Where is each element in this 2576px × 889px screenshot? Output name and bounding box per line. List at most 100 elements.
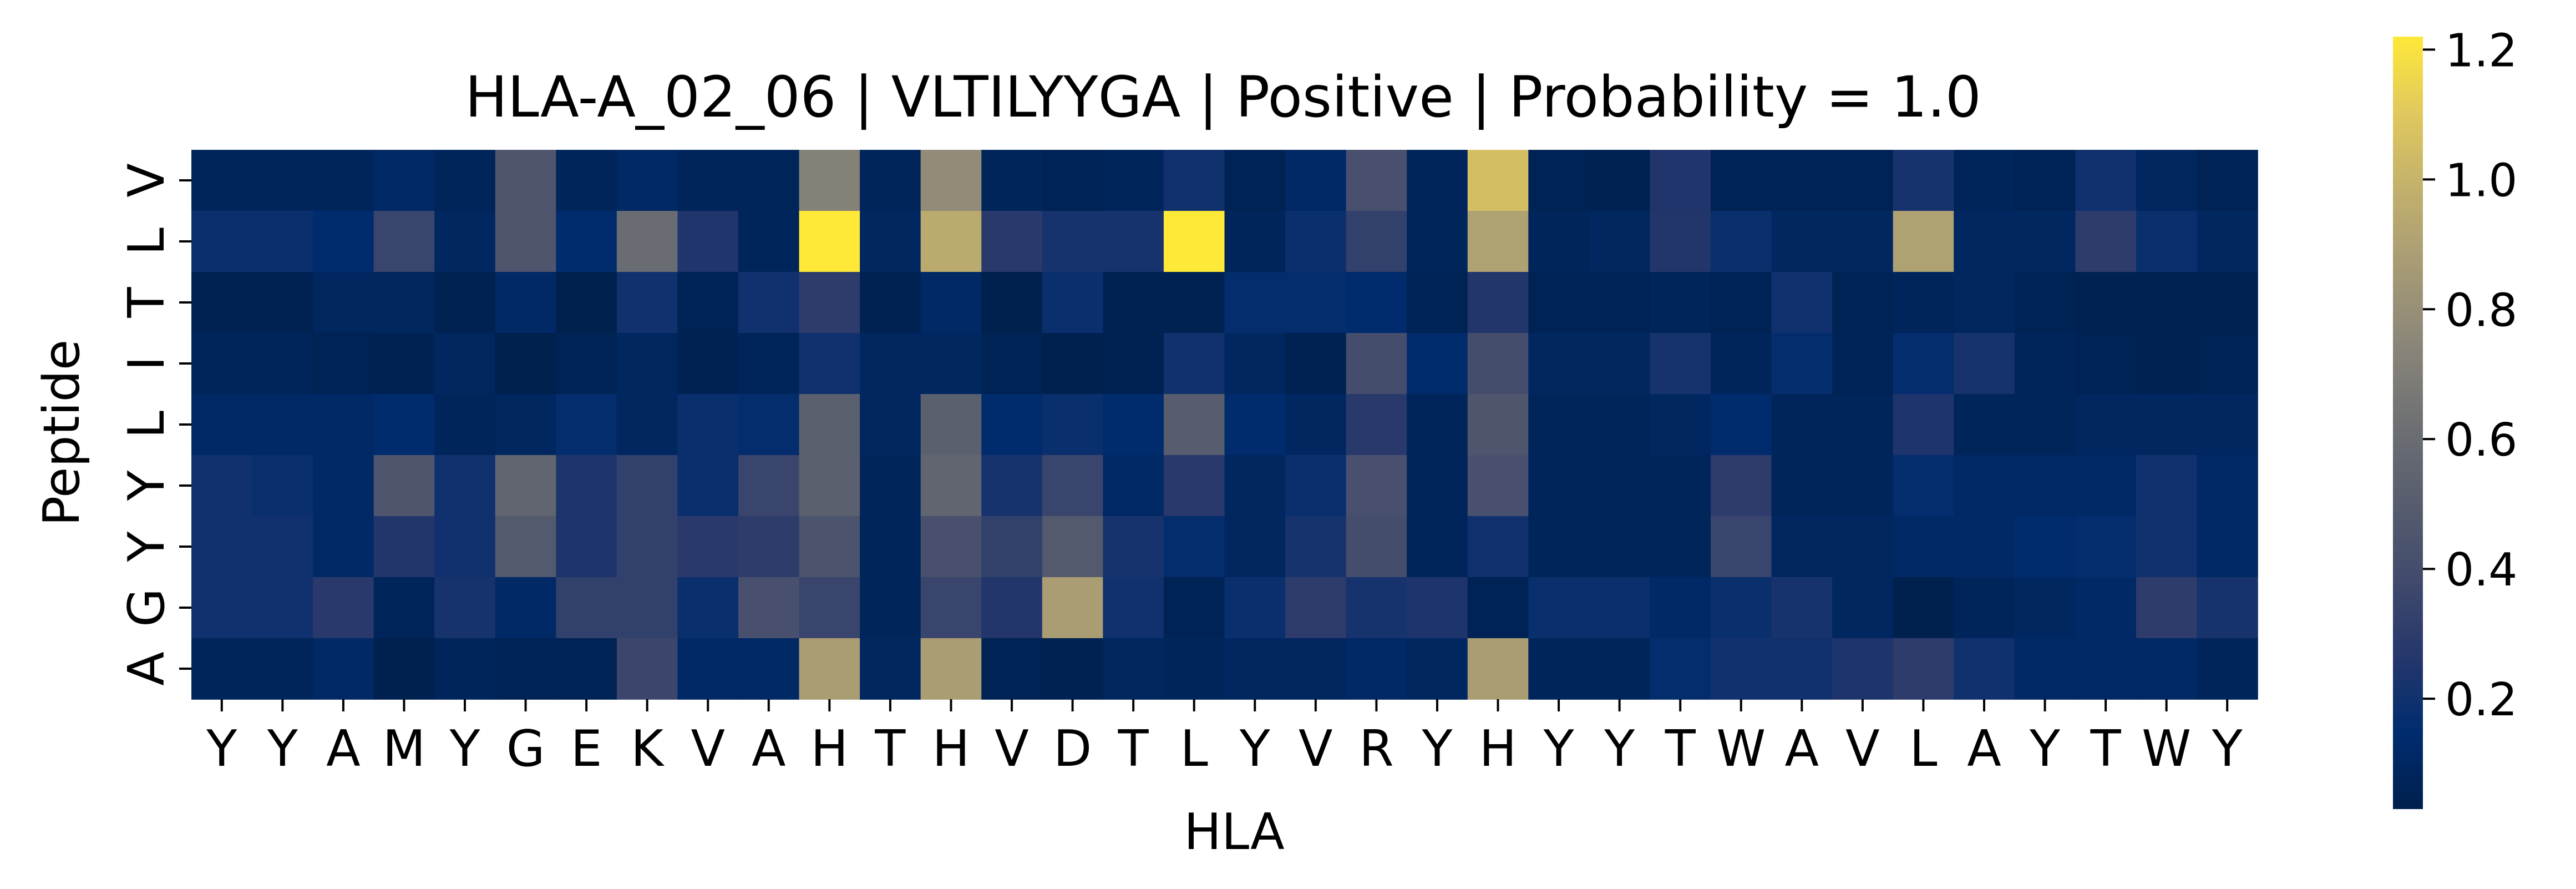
y-tick-label: Y <box>118 469 176 501</box>
x-tick-label: Y <box>1543 720 1575 778</box>
heatmap-cell <box>2136 333 2198 395</box>
heatmap-cell <box>1832 211 1894 272</box>
heatmap-cell <box>556 516 617 578</box>
heatmap-cell <box>1407 333 1468 395</box>
heatmap-cell <box>434 211 496 272</box>
heatmap-cell <box>191 516 253 578</box>
x-tick-label: D <box>1053 720 1092 778</box>
heatmap-cell <box>313 272 374 334</box>
x-tick-label: V <box>995 720 1029 778</box>
heatmap-cell <box>1407 211 1468 272</box>
x-tick-label: A <box>1967 720 2001 778</box>
heatmap-cell <box>1771 333 1833 395</box>
heatmap-cell <box>799 333 860 395</box>
heatmap-cell <box>1893 333 1955 395</box>
heatmap-cell <box>1407 150 1468 211</box>
heatmap-cell <box>2197 516 2258 578</box>
y-tick-labels: VLTILYYGA <box>118 163 191 686</box>
x-tick-label: T <box>1665 720 1696 778</box>
heatmap-cell <box>1042 150 1104 211</box>
heatmap-cell <box>495 272 557 334</box>
x-axis-label: HLA <box>1184 803 1284 861</box>
heatmap-cell <box>2197 455 2258 517</box>
heatmap-cell <box>1893 211 1955 272</box>
heatmap-cell <box>1832 150 1894 211</box>
heatmap-cell <box>1893 272 1955 334</box>
heatmap-cell <box>677 638 739 700</box>
heatmap-cell <box>738 150 800 211</box>
heatmap-cell <box>1467 211 1529 272</box>
heatmap-cell <box>1042 333 1104 395</box>
heatmap-cell <box>2197 150 2258 211</box>
heatmap-cell <box>1163 516 1225 578</box>
heatmap-cell <box>1346 394 1407 456</box>
heatmap-cell <box>2197 577 2258 639</box>
x-tick-label: Y <box>449 720 481 778</box>
heatmap-cell <box>860 394 921 456</box>
x-tick-label: V <box>691 720 725 778</box>
heatmap-cell <box>313 150 374 211</box>
heatmap-cell <box>920 455 982 517</box>
heatmap-cell <box>556 638 617 700</box>
heatmap-cell <box>1467 394 1529 456</box>
heatmap-cell <box>1103 333 1164 395</box>
heatmap-cell <box>799 577 860 639</box>
heatmap-cell <box>1407 638 1468 700</box>
x-tick-label: H <box>932 720 970 778</box>
heatmap-cell <box>1467 455 1529 517</box>
heatmap-cell <box>1042 272 1104 334</box>
heatmap-cell <box>1650 394 1711 456</box>
heatmap-cell <box>313 638 374 700</box>
heatmap-cell <box>2197 394 2258 456</box>
heatmap-cell <box>738 455 800 517</box>
heatmap-cell <box>434 150 496 211</box>
heatmap-cell <box>2014 333 2076 395</box>
heatmap-cell <box>677 455 739 517</box>
heatmap-cell <box>799 455 860 517</box>
heatmap-cell <box>1467 577 1529 639</box>
heatmap-cell <box>1224 455 1286 517</box>
heatmap-cell <box>1346 516 1407 578</box>
heatmap-cell <box>252 394 313 456</box>
heatmap-cell <box>2075 394 2137 456</box>
heatmap-cell <box>1589 272 1651 334</box>
heatmap-cell <box>1771 577 1833 639</box>
x-tick-label: M <box>383 720 426 778</box>
heatmap-cell <box>2136 272 2198 334</box>
heatmap-cell <box>981 577 1043 639</box>
heatmap-cell <box>1224 211 1286 272</box>
heatmap-cell <box>1407 394 1468 456</box>
heatmap-cell <box>191 272 253 334</box>
x-tick-label: E <box>571 720 602 778</box>
heatmap-cell <box>1893 638 1955 700</box>
heatmap-cell <box>1163 638 1225 700</box>
y-tick-label: Y <box>118 531 176 562</box>
x-tick-label: A <box>752 720 786 778</box>
heatmap-cell <box>920 211 982 272</box>
heatmap-cell <box>1650 455 1711 517</box>
colorbar-tick-label: 0.4 <box>2445 544 2517 597</box>
x-tick-label: W <box>1716 720 1766 778</box>
heatmap-cell <box>556 577 617 639</box>
heatmap-cell <box>1650 333 1711 395</box>
heatmap-cell <box>1285 516 1347 578</box>
heatmap-cell <box>2136 638 2198 700</box>
y-tick-label: V <box>118 163 176 198</box>
heatmap-cell <box>2136 516 2198 578</box>
heatmap-cell <box>981 150 1043 211</box>
heatmap-cell <box>252 455 313 517</box>
heatmap-cell <box>2136 455 2198 517</box>
heatmap-cell <box>1650 516 1711 578</box>
x-tick-label: K <box>631 720 665 778</box>
x-tick-label: T <box>874 720 906 778</box>
heatmap-cell <box>1285 272 1347 334</box>
heatmap-cell <box>1528 577 1590 639</box>
heatmap-cell <box>920 333 982 395</box>
heatmap-cell <box>191 577 253 639</box>
heatmap-cell <box>191 638 253 700</box>
heatmap-cell <box>1771 272 1833 334</box>
heatmap-cell <box>434 455 496 517</box>
heatmap-cell <box>313 455 374 517</box>
